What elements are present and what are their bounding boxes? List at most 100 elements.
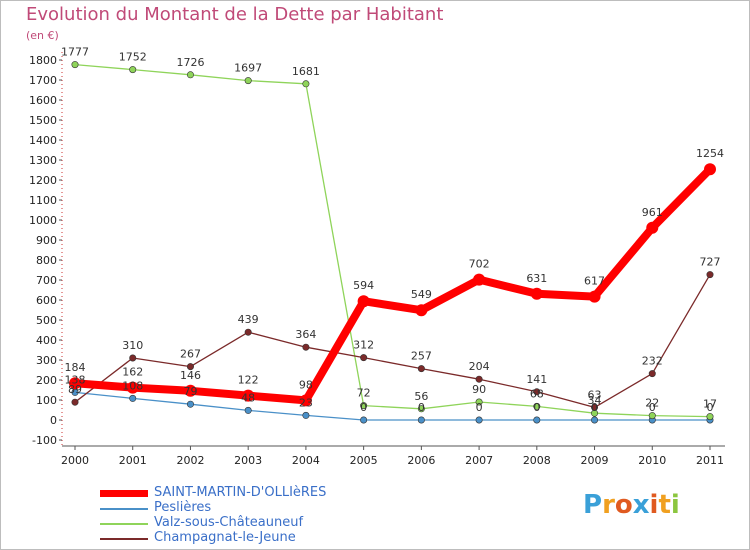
y-tick-label: 300 — [36, 354, 57, 367]
x-tick-label: 2008 — [523, 454, 551, 467]
data-label: 961 — [642, 206, 663, 219]
data-label: 98 — [299, 378, 313, 391]
data-point — [417, 405, 425, 413]
data-label: 439 — [238, 313, 259, 326]
y-tick-label: 1400 — [29, 134, 57, 147]
data-point — [360, 416, 368, 424]
data-label: 617 — [584, 275, 605, 288]
data-point — [302, 343, 310, 351]
x-tick-label: 2009 — [581, 454, 609, 467]
legend-swatch — [100, 523, 148, 525]
data-point — [475, 416, 483, 424]
data-label: 0 — [591, 401, 598, 414]
data-label: 89 — [68, 383, 82, 396]
data-label: 138 — [65, 373, 86, 386]
data-label: 90 — [472, 383, 486, 396]
y-tick-label: 700 — [36, 274, 57, 287]
legend-swatch — [100, 490, 148, 497]
data-point — [244, 328, 252, 336]
y-tick-label: 0 — [50, 414, 57, 427]
data-point — [242, 389, 255, 402]
y-tick-label: 1600 — [29, 94, 57, 107]
data-point — [244, 77, 252, 85]
data-label: 48 — [241, 391, 255, 404]
data-label: 79 — [183, 385, 197, 398]
data-label: 727 — [699, 256, 720, 269]
x-tick-label: 2011 — [696, 454, 724, 467]
data-point — [302, 80, 310, 88]
series-lines — [74, 63, 713, 421]
x-tick-label: 2004 — [292, 454, 320, 467]
data-label: 63 — [588, 388, 602, 401]
data-point — [186, 400, 194, 408]
data-label: 232 — [642, 355, 663, 368]
data-label: 549 — [411, 288, 432, 301]
data-label: 72 — [357, 387, 371, 400]
legend-label: Valz-sous-Châteauneuf — [154, 515, 304, 530]
series-line — [74, 63, 711, 418]
data-label: 68 — [530, 387, 544, 400]
y-tick-label: 800 — [36, 254, 57, 267]
data-label: 310 — [122, 339, 143, 352]
data-point — [703, 163, 716, 176]
legend-swatch — [100, 538, 148, 540]
data-point — [186, 363, 194, 371]
y-tick-label: 100 — [36, 394, 57, 407]
data-point — [591, 416, 599, 424]
data-point — [706, 413, 714, 421]
data-point — [473, 273, 486, 286]
logo-letter: i — [670, 490, 680, 520]
data-point — [126, 381, 139, 394]
data-label: 267 — [180, 348, 201, 361]
data-point — [475, 398, 483, 406]
y-tick-label: 1300 — [29, 154, 57, 167]
data-label: 0 — [706, 401, 713, 414]
data-point — [591, 403, 599, 411]
data-label: 108 — [122, 379, 143, 392]
line-chart: -100010020030040050060070080090010001100… — [29, 46, 725, 467]
data-label: 0 — [533, 401, 540, 414]
y-tick-label: 1200 — [29, 174, 57, 187]
logo-letter: x — [632, 490, 650, 520]
data-label: 146 — [180, 369, 201, 382]
data-point — [360, 354, 368, 362]
data-label: 1681 — [292, 65, 320, 78]
data-point — [129, 354, 137, 362]
y-tick-label: 500 — [36, 314, 57, 327]
data-label: 364 — [295, 328, 316, 341]
data-point — [530, 287, 543, 300]
data-point — [302, 411, 310, 419]
data-label: 1777 — [61, 46, 89, 59]
data-label: 0 — [476, 401, 483, 414]
y-tick-label: 1500 — [29, 114, 57, 127]
logo-letter: P — [583, 490, 603, 520]
y-tick-label: 400 — [36, 334, 57, 347]
data-point — [417, 416, 425, 424]
x-tick-label: 2007 — [465, 454, 493, 467]
legend-label: Peslières — [154, 500, 212, 515]
x-tick-label: 2010 — [638, 454, 666, 467]
logo-letter: i — [649, 490, 659, 520]
x-tick-label: 2006 — [407, 454, 435, 467]
data-label: 631 — [526, 272, 547, 285]
x-tick-label: 2001 — [119, 454, 147, 467]
data-point — [184, 384, 197, 397]
data-label: 257 — [411, 350, 432, 363]
data-label: 141 — [526, 373, 547, 386]
data-point — [244, 406, 252, 414]
y-tick-label: 200 — [36, 374, 57, 387]
unit-label: (en €) — [26, 29, 59, 42]
data-point — [186, 71, 194, 79]
data-label: 1752 — [119, 51, 147, 64]
legend-label: Champagnat-le-Jeune — [154, 530, 296, 545]
data-label: 22 — [645, 397, 659, 410]
x-tick-label: 2005 — [350, 454, 378, 467]
logo-letter: t — [658, 490, 671, 520]
data-label: 0 — [360, 401, 367, 414]
data-label: 162 — [122, 366, 143, 379]
data-label: 1726 — [176, 56, 204, 69]
data-point — [360, 402, 368, 410]
y-tick-label: 1100 — [29, 194, 57, 207]
data-point — [415, 304, 428, 317]
data-point — [533, 402, 541, 410]
